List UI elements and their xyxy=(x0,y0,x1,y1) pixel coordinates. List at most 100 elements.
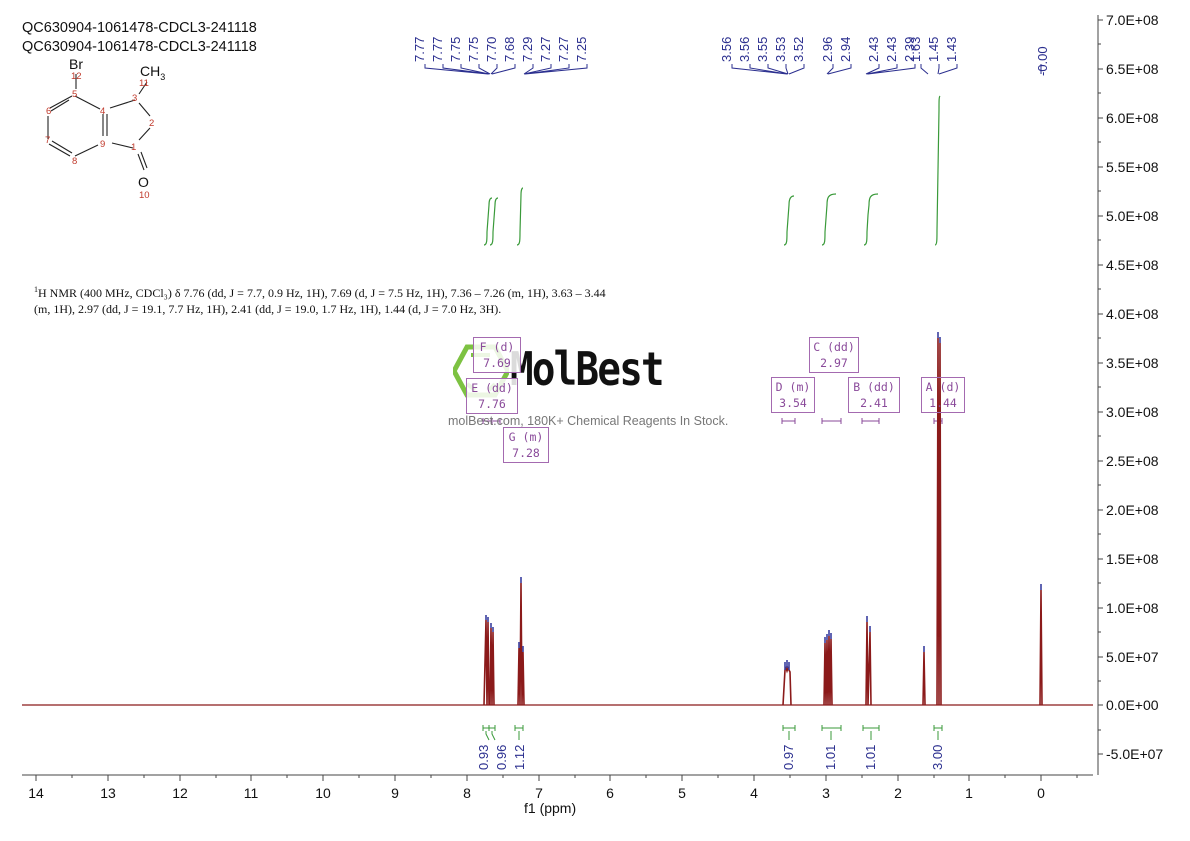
peak-tops xyxy=(485,332,1042,670)
nmr-description: 1H NMR (400 MHz, CDCl₃) δ 7.76 (dd, J = … xyxy=(34,282,614,317)
x-tick-label: 3 xyxy=(822,785,830,801)
watermark-tagline: molBest.com, 180K+ Chemical Reagents In … xyxy=(448,414,729,428)
integral-label: 0.96 xyxy=(494,744,509,770)
nmr-superscript: 1 xyxy=(34,285,38,294)
spectrum-subtitle: QC630904-1061478-CDCL3-241118 xyxy=(22,39,257,55)
multiplet-id: B xyxy=(853,380,861,394)
atom-o: O xyxy=(138,174,149,190)
multiplet-b-header: B (dd) xyxy=(852,379,896,395)
x-tick-label: 6 xyxy=(606,785,614,801)
atom-ch3: CH3 xyxy=(140,63,165,82)
y-tick-label: 2.5E+08 xyxy=(1106,453,1159,469)
multiplet-e-header: E (dd) xyxy=(470,380,514,396)
chemical-structure: Br CH3 O 12 11 5 3 6 4 2 7 9 1 8 10 xyxy=(20,56,180,206)
x-axis-label: f1 (ppm) xyxy=(524,800,577,816)
nmr-description-text: H NMR (400 MHz, CDCl₃) δ 7.76 (dd, J = 7… xyxy=(34,286,606,316)
multiplet-shift: 7.69 xyxy=(483,356,511,370)
multiplet-shift: 7.76 xyxy=(478,397,506,411)
structure-bonds xyxy=(47,74,151,171)
multiplet-id: C xyxy=(813,340,821,354)
x-tick-label: 14 xyxy=(28,785,44,801)
atom-number-11: 11 xyxy=(139,78,149,89)
atom-number-6: 6 xyxy=(46,106,52,117)
atom-number-10: 10 xyxy=(139,190,150,201)
y-tick-label: 3.5E+08 xyxy=(1106,355,1159,371)
y-tick-label: 5.5E+08 xyxy=(1106,159,1159,175)
atom-number-7: 7 xyxy=(45,135,51,146)
atom-number-12: 12 xyxy=(71,71,82,82)
multiplet-id: E xyxy=(471,381,479,395)
atom-number-9: 9 xyxy=(100,139,106,150)
atom-number-2: 2 xyxy=(149,118,155,129)
multiplet-box-f: F (d) 7.69 xyxy=(473,337,521,373)
y-tick-label: 7.0E+08 xyxy=(1106,12,1159,28)
multiplet-id: D xyxy=(775,380,783,394)
multiplet-shift: 2.97 xyxy=(820,356,848,370)
y-axis xyxy=(1097,15,1103,775)
multiplet-type: (dd) xyxy=(827,340,855,354)
x-tick-label: 1 xyxy=(965,785,973,801)
multiplet-d-header: D (m) xyxy=(775,379,811,395)
y-tick-label: 5.0E+08 xyxy=(1106,208,1159,224)
x-tick-label: 5 xyxy=(678,785,686,801)
multiplet-range-bars xyxy=(482,418,943,424)
x-axis xyxy=(22,774,1093,781)
multiplet-g-header: G (m) xyxy=(507,429,545,445)
multiplet-type: (dd) xyxy=(485,381,513,395)
atom-ch3-subscript: 3 xyxy=(160,71,166,82)
y-tick-label: 2.0E+08 xyxy=(1106,502,1159,518)
integral-label: 0.97 xyxy=(781,744,796,770)
multiplet-type: (dd) xyxy=(867,380,895,394)
atom-number-5: 5 xyxy=(72,89,78,100)
multiplet-id: G xyxy=(508,430,516,444)
y-tick-label: 3.0E+08 xyxy=(1106,404,1159,420)
integral-brackets xyxy=(482,725,943,731)
x-tick-label: 2 xyxy=(894,785,902,801)
x-tick-label: 8 xyxy=(463,785,471,801)
multiplet-shift: 1.44 xyxy=(929,396,957,410)
molbest-logo-text: MolBest xyxy=(510,342,665,396)
y-tick-label: 4.5E+08 xyxy=(1106,257,1159,273)
x-tick-label: 11 xyxy=(243,785,259,801)
x-tick-label: 7 xyxy=(535,785,543,801)
multiplet-box-c: C (dd) 2.97 xyxy=(809,337,859,373)
multiplet-type: (d) xyxy=(939,380,961,394)
integral-label: 1.12 xyxy=(512,744,527,770)
multiplet-id: A xyxy=(925,380,933,394)
atom-number-3: 3 xyxy=(132,93,138,104)
y-tick-label: -5.0E+07 xyxy=(1106,746,1164,762)
peak-leader-lines xyxy=(424,64,1042,75)
x-tick-label: 0 xyxy=(1037,785,1045,801)
multiplet-a-header: A (d) xyxy=(925,379,961,395)
multiplet-box-d: D (m) 3.54 xyxy=(771,377,815,413)
x-tick-label: 4 xyxy=(750,785,758,801)
multiplet-f-header: F (d) xyxy=(477,339,517,355)
multiplet-id: F xyxy=(479,340,487,354)
integral-curves xyxy=(483,95,941,246)
multiplet-c-header: C (dd) xyxy=(813,339,855,355)
x-tick-label: 12 xyxy=(172,785,188,801)
y-tick-label: 1.5E+08 xyxy=(1106,551,1159,567)
integral-label: 3.00 xyxy=(930,744,945,770)
y-tick-label: 6.5E+08 xyxy=(1106,61,1159,77)
atom-number-8: 8 xyxy=(72,156,78,167)
multiplet-shift: 2.41 xyxy=(860,396,888,410)
x-tick-label: 9 xyxy=(391,785,399,801)
multiplet-type: (m) xyxy=(789,380,811,394)
y-tick-label: 4.0E+08 xyxy=(1106,306,1159,322)
multiplet-box-b: B (dd) 2.41 xyxy=(848,377,900,413)
multiplet-shift: 7.28 xyxy=(512,446,540,460)
multiplet-type: (m) xyxy=(522,430,544,444)
integral-label: 1.01 xyxy=(863,744,878,770)
multiplet-box-a: A (d) 1.44 xyxy=(921,377,965,413)
multiplet-type: (d) xyxy=(493,340,515,354)
integral-label: 1.01 xyxy=(823,744,838,770)
y-tick-label: 5.0E+07 xyxy=(1106,649,1159,665)
x-tick-label: 13 xyxy=(100,785,116,801)
x-tick-label: 10 xyxy=(315,785,331,801)
multiplet-shift: 3.54 xyxy=(779,396,807,410)
integral-label: 0.93 xyxy=(476,744,491,770)
y-tick-label: 6.0E+08 xyxy=(1106,110,1159,126)
spectrum-title: QC630904-1061478-CDCL3-241118 xyxy=(22,20,257,36)
